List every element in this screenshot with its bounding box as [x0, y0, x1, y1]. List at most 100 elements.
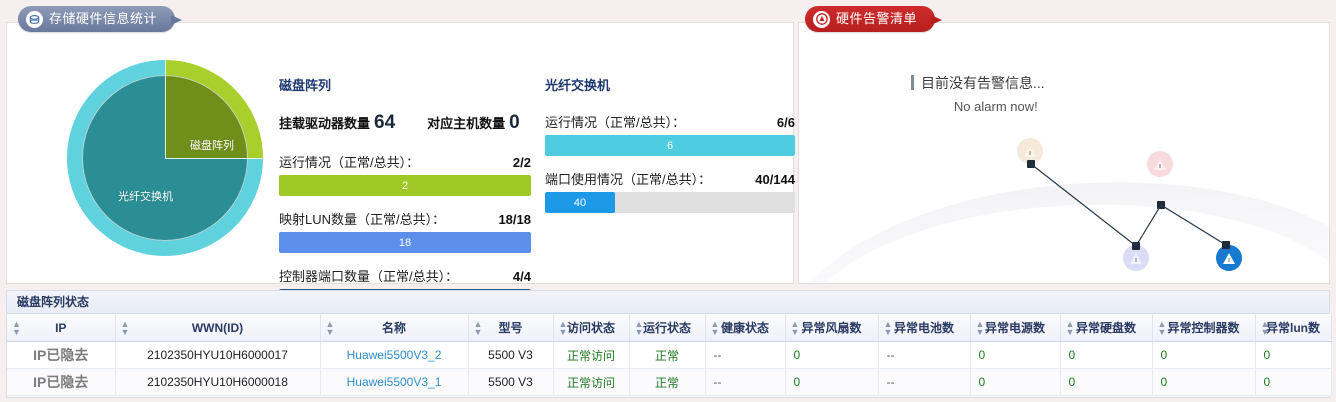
stat-bar-text: 6 [666, 139, 674, 152]
column-header-model[interactable]: ▲ ▼ 型号 [468, 314, 554, 342]
column-header-label: 异常lun数 [1266, 321, 1320, 335]
fc-switch-stat-port-usage: 端口使用情况（正常/总共）： 40/144 40 [545, 169, 795, 213]
cell-name[interactable]: Huawei5500V3_2 [320, 341, 469, 369]
tab-storage-label: 存储硬件信息统计 [49, 11, 158, 26]
column-header-label: 异常硬盘数 [1075, 321, 1136, 335]
table-title: 磁盘阵列状态 [7, 291, 1329, 314]
column-header-access-status[interactable]: ▲ ▼ 访问状态 [553, 314, 630, 342]
cell-model: 5500 V3 [468, 368, 554, 396]
stat-bar-text: 18 [398, 236, 412, 249]
sort-icon[interactable]: ▲ ▼ [975, 318, 985, 337]
cell-disk: 0 [1060, 341, 1153, 369]
column-header-label: 异常电源数 [984, 321, 1045, 335]
alarm-message-cn: 目前没有告警信息... [911, 73, 1045, 93]
device-link[interactable]: Huawei5500V3_2 [346, 348, 442, 362]
cell-wwn: 2102350HYU10H6000018 [115, 368, 321, 396]
column-header-label: 异常电池数 [893, 321, 954, 335]
alert-bubble-faded-1 [1017, 138, 1043, 164]
cell-health: -- [705, 341, 786, 369]
alarm-message-en: No alarm now! [953, 99, 1038, 114]
column-header-label: 异常风扇数 [801, 321, 862, 335]
stat-caption: 控制器端口数量（正常/总共）： [279, 269, 459, 284]
stat-progress-fill: 40 [545, 192, 615, 213]
column-header-abnormal-fans[interactable]: ▲ ▼ 异常风扇数 [785, 314, 879, 342]
sort-icon[interactable]: ▲ ▼ [558, 318, 568, 337]
cell-name[interactable]: Huawei5500V3_1 [320, 368, 469, 396]
warning-circle-icon [813, 10, 830, 28]
sort-icon[interactable]: ▲ ▼ [1260, 318, 1270, 337]
sort-icon[interactable]: ▲ ▼ [883, 318, 893, 337]
column-header-ip[interactable]: ▲ ▼ IP [7, 314, 116, 342]
column-header-abnormal-power[interactable]: ▲ ▼ 异常电源数 [970, 314, 1061, 342]
column-header-run-status[interactable]: ▲ ▼ 运行状态 [629, 314, 706, 342]
hardware-alarm-panel: 目前没有告警信息... No alarm now! [798, 22, 1330, 284]
stat-progress-fill: 6 [545, 135, 795, 156]
stat-ratio: 4/4 [512, 269, 531, 284]
cell-controller: 0 [1152, 368, 1256, 396]
column-header-label: 型号 [498, 321, 523, 335]
sort-icon[interactable]: ▲ ▼ [634, 318, 644, 337]
column-header-abnormal-luns[interactable]: ▲ ▼ 异常lun数 [1255, 314, 1332, 342]
cell-lun: 0 [1255, 341, 1332, 369]
column-header-abnormal-batteries[interactable]: ▲ ▼ 异常电池数 [878, 314, 971, 342]
table-row[interactable]: IP已隐去 2102350HYU10H6000017 Huawei5500V3_… [7, 341, 1332, 369]
device-link[interactable]: Huawei5500V3_1 [346, 375, 442, 389]
alarm-empty-state: 目前没有告警信息... No alarm now! [799, 23, 1329, 283]
hosts-label: 对应主机数量 [427, 116, 506, 131]
sort-icon[interactable]: ▲ ▼ [1065, 318, 1075, 337]
cell-fan: 0 [785, 368, 879, 396]
cell-lun: 0 [1255, 368, 1332, 396]
mounted-drives-value: 64 [374, 112, 396, 133]
donut-slice-divider-horizontal [165, 158, 263, 159]
sort-icon[interactable]: ▲ ▼ [12, 318, 21, 337]
column-header-label: 名称 [381, 321, 406, 335]
cell-ip: IP已隐去 [7, 368, 116, 396]
cell-wwn: 2102350HYU10H6000017 [115, 341, 321, 369]
disk-array-status-table-panel: 磁盘阵列状态 ▲ ▼ IP ▲ ▼ WWN(ID) ▲ ▼ 名称 ▲ ▼ 型号 ▲ ▼ 访问状态 ▲… [6, 290, 1332, 398]
sort-icon[interactable]: ▲ ▼ [120, 318, 130, 337]
column-header-health-status[interactable]: ▲ ▼ 健康状态 [705, 314, 786, 342]
cell-fan: 0 [785, 341, 879, 369]
stat-caption: 端口使用情况（正常/总共）： [545, 172, 712, 187]
column-header-abnormal-controllers[interactable]: ▲ ▼ 异常控制器数 [1152, 314, 1256, 342]
tab-storage-hardware-stats[interactable]: 存储硬件信息统计 [18, 6, 183, 32]
storage-distribution-donut-chart: 磁盘阵列 光纤交换机 [62, 55, 272, 256]
stat-bar-text: 40 [573, 196, 587, 209]
cell-health: -- [705, 368, 786, 396]
fc-switch-stats-column: 光纤交换机 运行情况（正常/总共）： 6/6 6 端口使用情况（正常/总共）： … [545, 75, 795, 226]
alarm-illustration [799, 23, 1329, 283]
stat-ratio: 40/144 [755, 172, 795, 187]
disk-array-title: 磁盘阵列 [279, 78, 332, 93]
hosts-value: 0 [509, 112, 520, 133]
sort-icon[interactable]: ▲ ▼ [473, 318, 483, 337]
tab-hardware-alarm-list[interactable]: 硬件告警清单 [805, 6, 943, 32]
table-header-row: ▲ ▼ IP ▲ ▼ WWN(ID) ▲ ▼ 名称 ▲ ▼ 型号 ▲ ▼ 访问状态 ▲ ▼ 运行状态 ▲… [7, 314, 1332, 342]
stat-progress-fill: 18 [279, 232, 531, 253]
storage-disk-icon [26, 10, 43, 28]
column-header-label: 访问状态 [566, 321, 615, 335]
column-header-label: IP [55, 320, 67, 335]
disk-array-stats-column: 磁盘阵列 挂载驱动器数量 64 对应主机数量 0 运行情况（正常/总共）： 2/… [279, 75, 531, 323]
stat-caption: 映射LUN数量（正常/总共）： [279, 212, 446, 227]
stat-ratio: 6/6 [776, 115, 795, 130]
column-header-abnormal-disks[interactable]: ▲ ▼ 异常硬盘数 [1060, 314, 1153, 342]
donut-slice-divider-vertical [165, 60, 166, 158]
sort-icon[interactable]: ▲ ▼ [710, 318, 720, 337]
sort-icon[interactable]: ▲ ▼ [790, 318, 800, 337]
disk-array-status-table: ▲ ▼ IP ▲ ▼ WWN(ID) ▲ ▼ 名称 ▲ ▼ 型号 ▲ ▼ 访问状态 ▲ ▼ 运行状态 ▲… [7, 314, 1332, 396]
alarm-message: 目前没有告警信息... No alarm now! [911, 73, 1045, 114]
stat-ratio: 18/18 [498, 212, 531, 227]
column-header-label: 运行状态 [642, 321, 691, 335]
sort-icon[interactable]: ▲ ▼ [325, 318, 335, 337]
sort-icon[interactable]: ▲ ▼ [1157, 318, 1167, 337]
table-row[interactable]: IP已隐去 2102350HYU10H6000018 Huawei5500V3_… [7, 368, 1332, 396]
cell-access: 正常访问 [553, 368, 630, 396]
stat-progress-fill: 2 [279, 175, 531, 196]
cell-run: 正常 [629, 368, 706, 396]
mounted-drives-label: 挂载驱动器数量 [279, 116, 371, 131]
column-header-name[interactable]: ▲ ▼ 名称 [320, 314, 469, 342]
column-header-wwn[interactable]: ▲ ▼ WWN(ID) [115, 314, 321, 342]
stat-bar-text: 2 [401, 179, 409, 192]
cell-ip: IP已隐去 [7, 341, 116, 369]
